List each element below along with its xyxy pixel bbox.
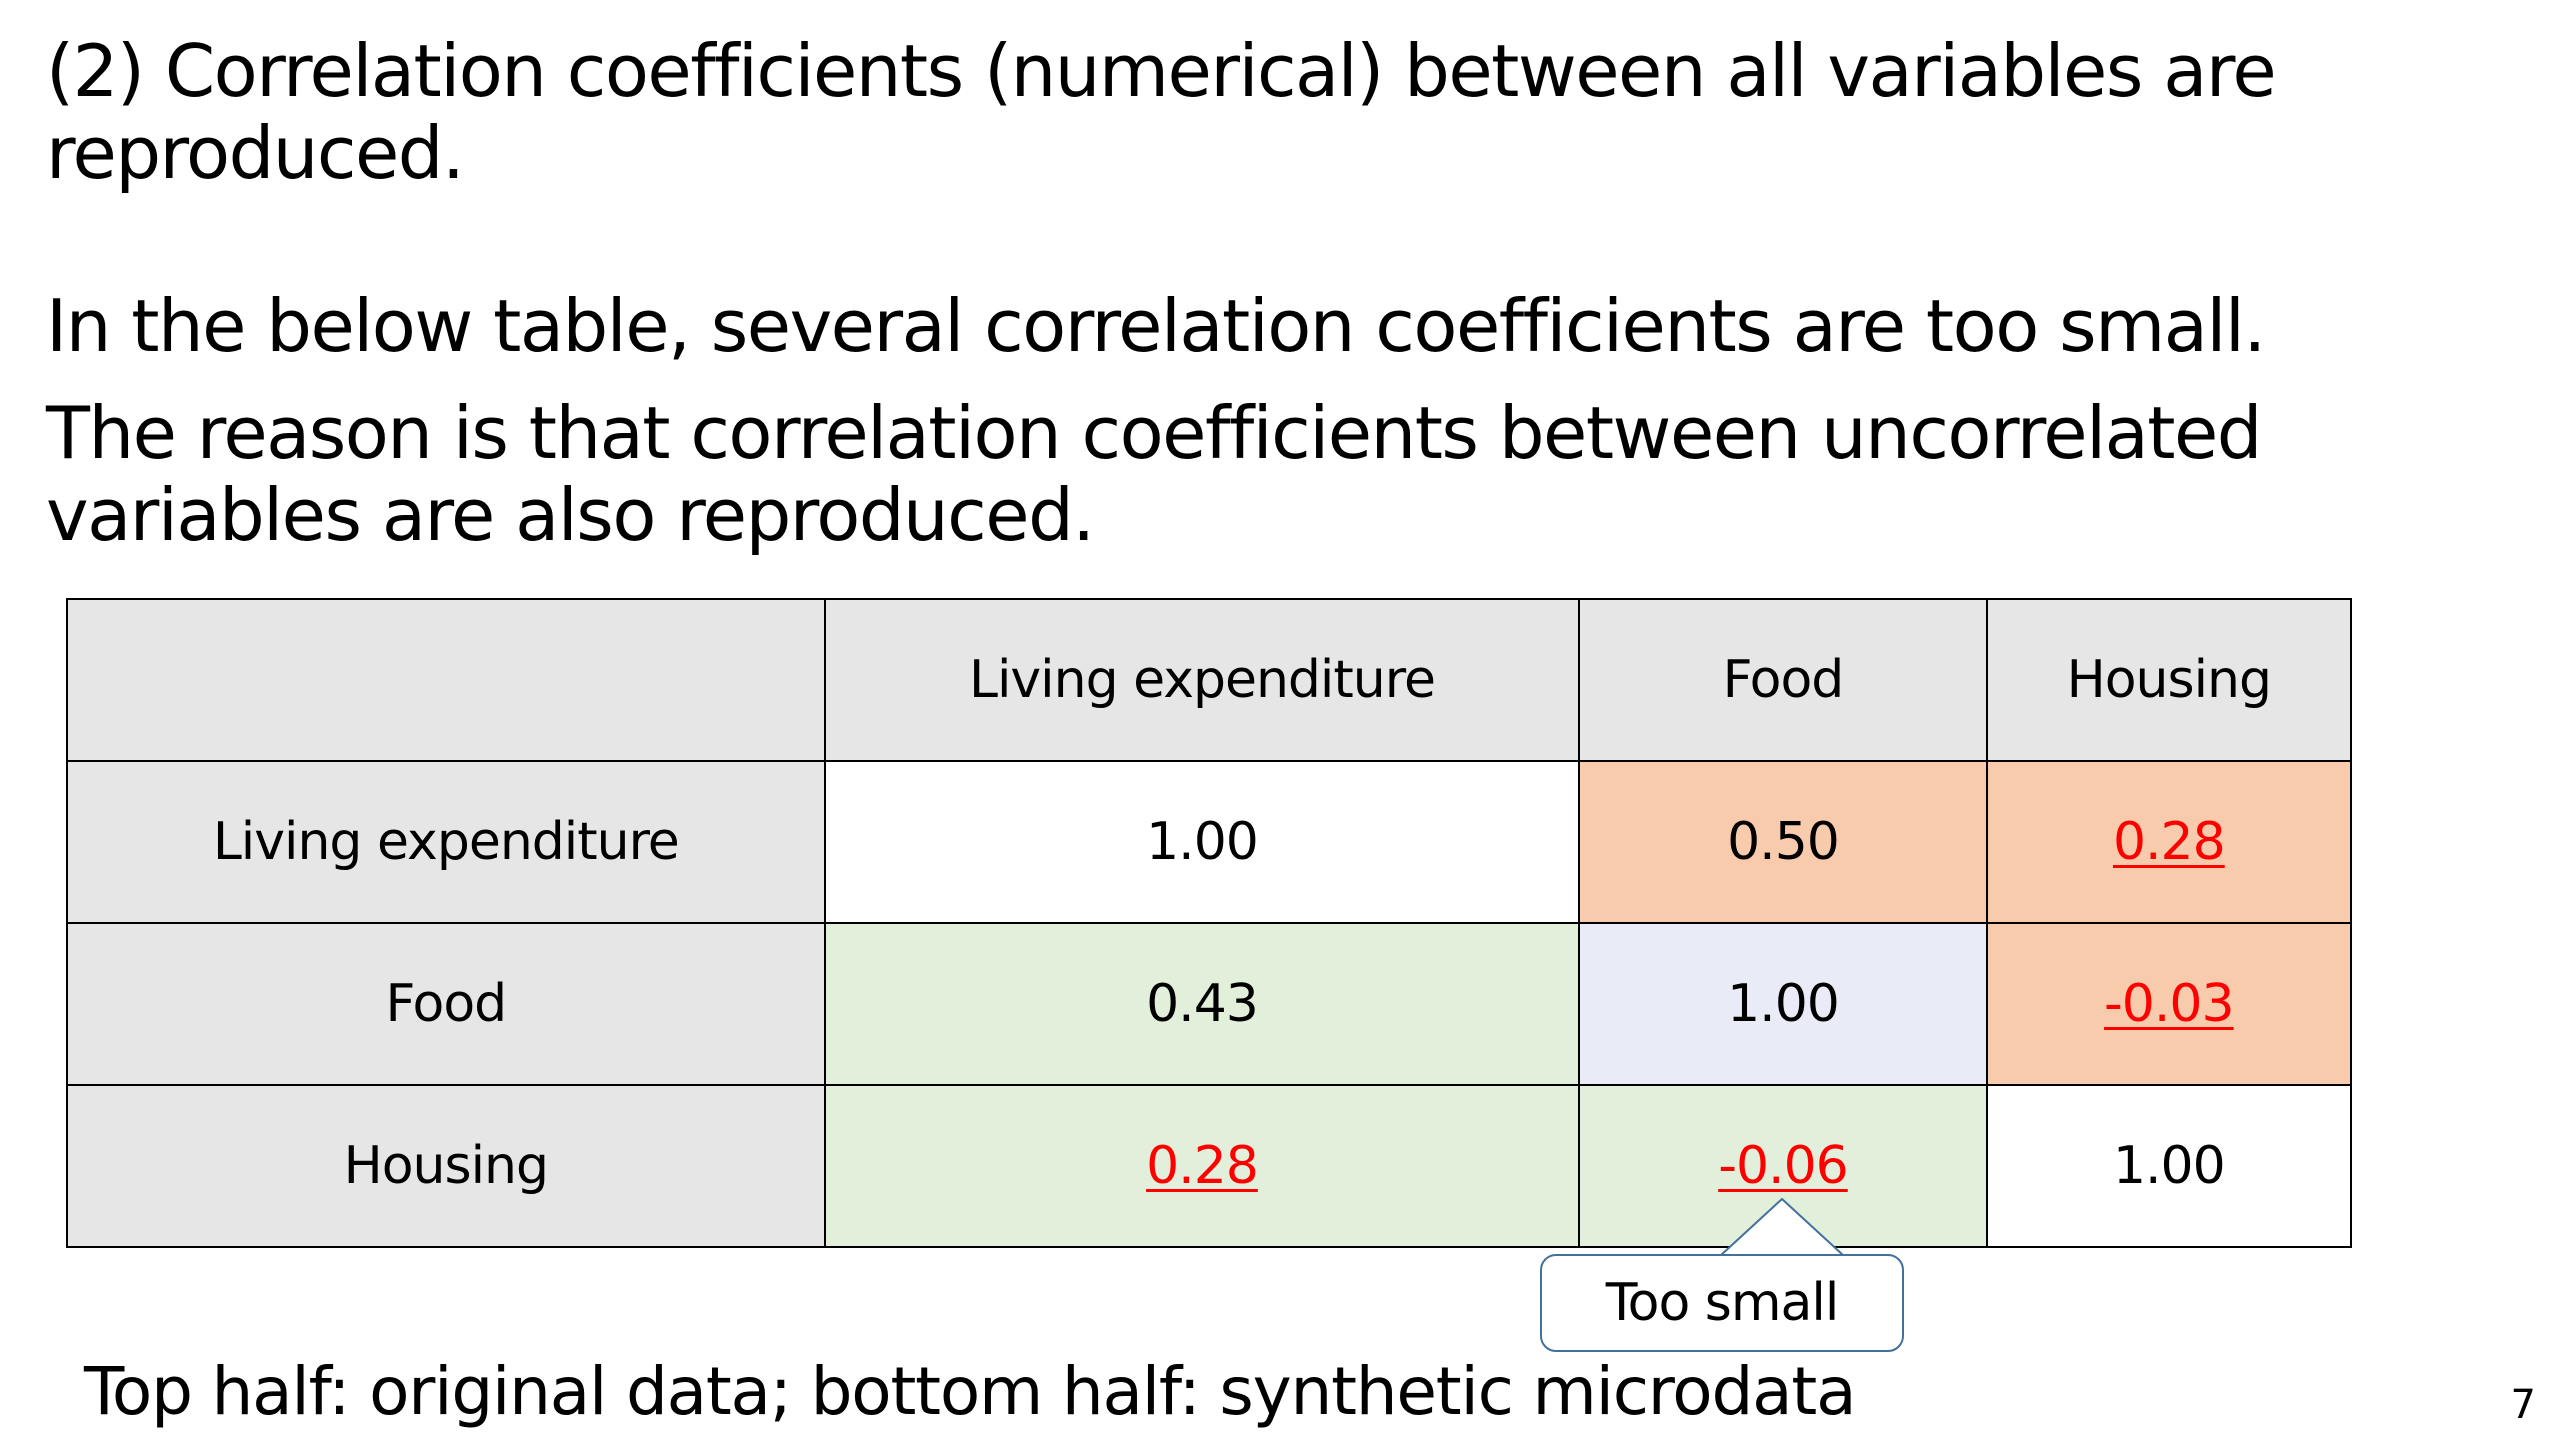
row-label-food: Food (66, 922, 826, 1086)
cell-living-living: 1.00 (823, 760, 1581, 924)
header-living-expenditure: Living expenditure (823, 598, 1581, 762)
heading-line-2: reproduced. (46, 111, 465, 195)
cell-living-food: 0.50 (1578, 760, 1988, 924)
cell-housing-living: 0.28 (823, 1084, 1581, 1248)
table-row: Housing 0.28 -0.06 1.00 (66, 1084, 2353, 1248)
table-row: Food 0.43 1.00 -0.03 (66, 922, 2353, 1086)
row-label-living-expenditure: Living expenditure (66, 760, 826, 924)
cell-housing-housing: 1.00 (1985, 1084, 2353, 1248)
table-row: Living expenditure 1.00 0.50 0.28 (66, 760, 2353, 924)
highlighted-value: -0.03 (2104, 974, 2235, 1034)
header-corner-cell (66, 598, 826, 762)
cell-food-living: 0.43 (823, 922, 1581, 1086)
header-housing: Housing (1985, 598, 2353, 762)
row-label-housing: Housing (66, 1084, 826, 1248)
highlighted-value: 0.28 (2112, 812, 2226, 872)
header-food: Food (1578, 598, 1988, 762)
too-small-callout: Too small (1540, 1254, 1904, 1352)
paragraph-too-small: In the below table, several correlation … (46, 284, 2266, 368)
table-header-row: Living expenditure Food Housing (66, 598, 2353, 762)
cell-food-housing: -0.03 (1985, 922, 2353, 1086)
paragraph-reason: The reason is that correlation coefficie… (46, 392, 2526, 556)
cell-living-housing: 0.28 (1985, 760, 2353, 924)
highlighted-value: 0.28 (1146, 1136, 1259, 1196)
page-number: 7 (2510, 1382, 2536, 1428)
footer-note: Top half: original data; bottom half: sy… (84, 1353, 1857, 1430)
correlation-table: Living expenditure Food Housing Living e… (66, 598, 2353, 1248)
cell-food-food: 1.00 (1578, 922, 1988, 1086)
reason-line-2: variables are also reproduced. (46, 473, 1095, 557)
heading-line-1: (2) Correlation coefficients (numerical)… (46, 29, 2277, 113)
slide-heading: (2) Correlation coefficients (numerical)… (46, 30, 2506, 194)
highlighted-value: -0.06 (1718, 1136, 1849, 1196)
reason-line-1: The reason is that correlation coefficie… (46, 391, 2262, 475)
callout-text: Too small (1605, 1273, 1840, 1333)
cell-housing-food: -0.06 (1578, 1084, 1988, 1248)
